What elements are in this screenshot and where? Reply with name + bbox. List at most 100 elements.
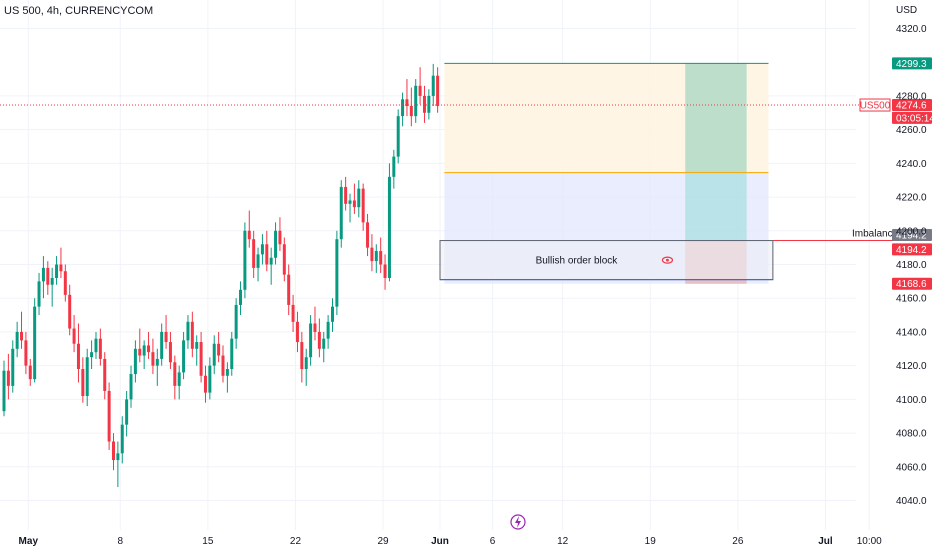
candle-body xyxy=(405,99,409,107)
price-tag xyxy=(892,243,932,256)
candle-body xyxy=(418,85,422,96)
candle-body xyxy=(256,254,260,268)
x-tick-label: 19 xyxy=(645,536,657,547)
candle-body xyxy=(203,375,207,393)
y-tick-label: 4260.0 xyxy=(896,125,927,136)
candle-body xyxy=(401,99,405,117)
candle-body xyxy=(322,338,326,349)
candle-body xyxy=(98,338,102,359)
candle-body xyxy=(11,348,15,386)
candle-body xyxy=(239,289,243,305)
candle-body xyxy=(50,277,54,285)
candle-body xyxy=(20,331,24,341)
x-tick-label: 29 xyxy=(377,536,389,547)
candle-body xyxy=(37,281,41,307)
y-tick-label: 4160.0 xyxy=(896,294,927,305)
price-tag xyxy=(892,111,932,124)
y-tick-label: 4280.0 xyxy=(896,91,927,102)
candle-body xyxy=(379,251,383,265)
price-tag-label: 4194.2 xyxy=(896,245,927,256)
candle-body xyxy=(55,264,59,278)
candle-layer xyxy=(2,63,440,488)
overlay-layer: Imbalance US500 4299.3 4274.603:05:14 4194.2… xyxy=(0,57,932,290)
candle-body xyxy=(120,424,124,454)
candle-body xyxy=(269,257,273,265)
candle-body xyxy=(265,244,269,265)
candle-body xyxy=(274,230,278,258)
symbol-tag-label: US500 xyxy=(860,101,891,112)
candle-body xyxy=(90,352,94,358)
candle-body xyxy=(295,321,299,343)
candle-body xyxy=(357,188,361,208)
candle-body xyxy=(76,343,80,370)
candle-body xyxy=(177,372,181,386)
candle-body xyxy=(186,321,190,341)
candle-body xyxy=(331,306,334,322)
bolt-icon[interactable] xyxy=(510,514,526,530)
candle-body xyxy=(396,116,400,157)
candle-body xyxy=(234,304,238,339)
y-tick-label: 4060.0 xyxy=(896,462,927,473)
y-tick-label: 4220.0 xyxy=(896,193,927,204)
candle-body xyxy=(291,304,295,322)
candle-body xyxy=(15,331,19,349)
candle-body xyxy=(278,230,282,245)
candle-body xyxy=(103,358,107,391)
candle-body xyxy=(287,274,291,305)
candle-body xyxy=(339,186,343,240)
price-tag xyxy=(892,99,932,112)
candle-body xyxy=(247,230,251,240)
x-tick-label: 26 xyxy=(732,536,744,547)
x-tick-label: 12 xyxy=(557,536,569,547)
candle-body xyxy=(225,369,229,376)
chart-title: US 500, 4h, CURRENCYCOM xyxy=(4,5,153,17)
candle-body xyxy=(164,331,168,343)
y-tick-label: 4240.0 xyxy=(896,159,927,170)
candle-body xyxy=(335,239,339,307)
candle-body xyxy=(173,362,177,386)
candle-body xyxy=(383,264,387,278)
candle-body xyxy=(138,348,142,356)
take-profit-zone xyxy=(685,63,747,173)
candle-body xyxy=(59,264,63,272)
y-tick-label: 4320.0 xyxy=(896,24,927,35)
candle-body xyxy=(313,323,317,332)
candle-body xyxy=(46,267,50,285)
y-tick-label: 4180.0 xyxy=(896,260,927,271)
candle-body xyxy=(94,338,98,353)
candle-body xyxy=(414,85,418,117)
candle-body xyxy=(129,374,133,400)
candle-body xyxy=(221,355,225,376)
candle-body xyxy=(260,244,264,255)
x-tick-label: May xyxy=(19,536,39,547)
candle-body xyxy=(81,369,85,396)
price-tag-label: 4168.6 xyxy=(896,279,927,290)
candle-body xyxy=(155,358,159,366)
candle-body xyxy=(370,247,374,262)
candle-body xyxy=(392,156,396,177)
candle-body xyxy=(387,176,391,278)
candle-body xyxy=(195,342,199,349)
candle-body xyxy=(151,352,155,366)
y-tick-label: 4120.0 xyxy=(896,361,927,372)
candle-body xyxy=(352,200,356,208)
x-tick-label: Jun xyxy=(431,536,449,547)
candle-body xyxy=(142,345,146,356)
candle-body xyxy=(182,340,186,373)
price-tag xyxy=(892,57,932,70)
candle-body xyxy=(282,244,286,275)
x-tick-label: 6 xyxy=(490,536,496,547)
candle-body xyxy=(422,95,426,113)
candle-body xyxy=(33,306,37,380)
candle-body xyxy=(72,328,76,344)
x-tick-label: 15 xyxy=(202,536,214,547)
x-tick-label: 8 xyxy=(117,536,123,547)
candle-body xyxy=(2,370,6,412)
currency-label: USD xyxy=(896,5,917,16)
candle-body xyxy=(147,345,151,353)
candle-body xyxy=(168,342,172,363)
candle-body xyxy=(125,399,129,425)
candle-body xyxy=(348,200,352,204)
x-tick-label: Jul xyxy=(818,536,833,547)
